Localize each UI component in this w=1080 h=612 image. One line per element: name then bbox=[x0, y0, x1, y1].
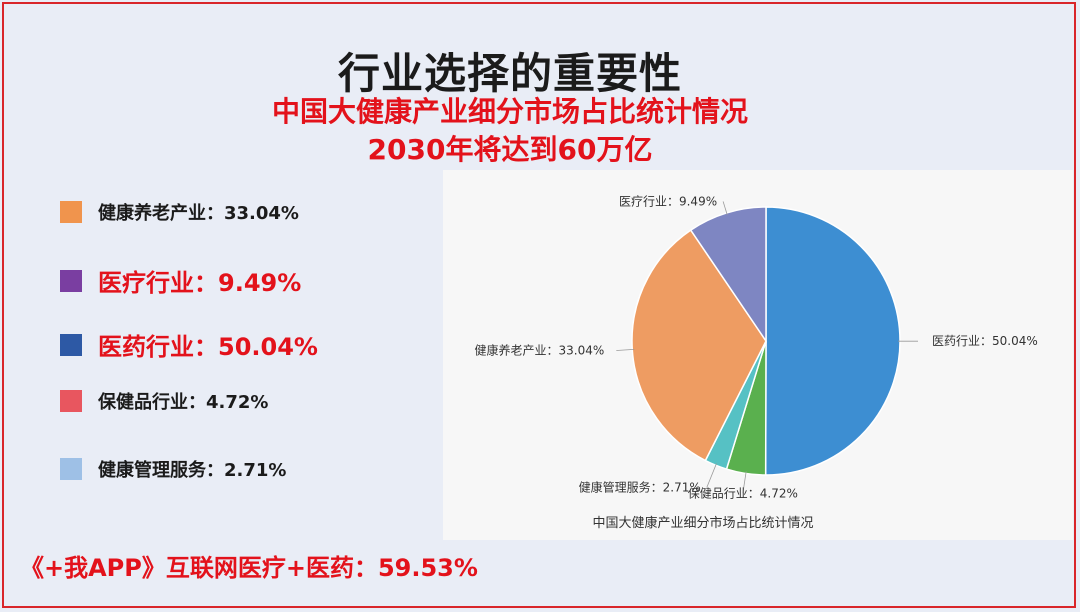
legend-swatch bbox=[60, 333, 82, 356]
pie-chart: 医药行业：50.04% 保健品行业：4.72%健康管理服务：2.71% 健康养老产业… bbox=[475, 194, 1038, 500]
legend-swatch bbox=[60, 201, 82, 223]
slice-label: 健康养老产业：33.04% bbox=[475, 343, 605, 358]
legend-item-pharma: 医药行业：50.04% bbox=[60, 327, 318, 362]
legend-item-medical: 医疗行业：9.49% bbox=[60, 263, 301, 298]
chart-caption: 中国大健康产业细分市场占比统计情况 bbox=[592, 516, 814, 531]
slice-leader-line bbox=[742, 471, 747, 494]
legend-label: 健康养老产业：33.04% bbox=[98, 203, 299, 224]
footer-highlight: 《+我APP》互联网医疗+医药：59.53% bbox=[20, 554, 478, 582]
pie-chart-panel: 医药行业：50.04% 保健品行业：4.72% 健康管理服务：2.71% 健康养老产业… bbox=[443, 170, 1073, 540]
pie-slice bbox=[764, 206, 901, 476]
slice-leader-line bbox=[616, 348, 635, 351]
slice-label: 健康管理服务：2.71% bbox=[579, 479, 701, 494]
legend-label: 保健品行业：4.72% bbox=[98, 392, 269, 413]
legend-label: 健康管理服务：2.71% bbox=[98, 460, 287, 481]
legend-label: 医药行业：50.04% bbox=[98, 333, 318, 361]
slice-label: 保健品行业：4.72% bbox=[688, 486, 798, 500]
legend-item-elderly-care: 健康养老产业：33.04% bbox=[60, 199, 299, 225]
legend-swatch bbox=[60, 390, 82, 412]
legend-label: 医疗行业：9.49% bbox=[98, 269, 302, 297]
slide-subtitle-2: 2030年将达到60万亿 bbox=[367, 133, 653, 166]
legend-item-supplements: 保健品行业：4.72% bbox=[60, 388, 268, 414]
slice-label: 医疗行业：9.49% bbox=[619, 194, 717, 208]
slice-leader-line bbox=[706, 463, 717, 488]
slice-leader-line bbox=[722, 201, 728, 215]
slide-title: 行业选择的重要性 bbox=[337, 49, 682, 98]
legend-swatch bbox=[60, 269, 82, 292]
slice-label: 医药行业：50.04% bbox=[932, 334, 1038, 348]
slide-subtitle: 中国大健康产业细分市场占比统计情况 bbox=[271, 95, 748, 128]
legend-item-health-mgmt: 健康管理服务：2.71% bbox=[60, 456, 286, 482]
legend-swatch bbox=[60, 458, 82, 480]
